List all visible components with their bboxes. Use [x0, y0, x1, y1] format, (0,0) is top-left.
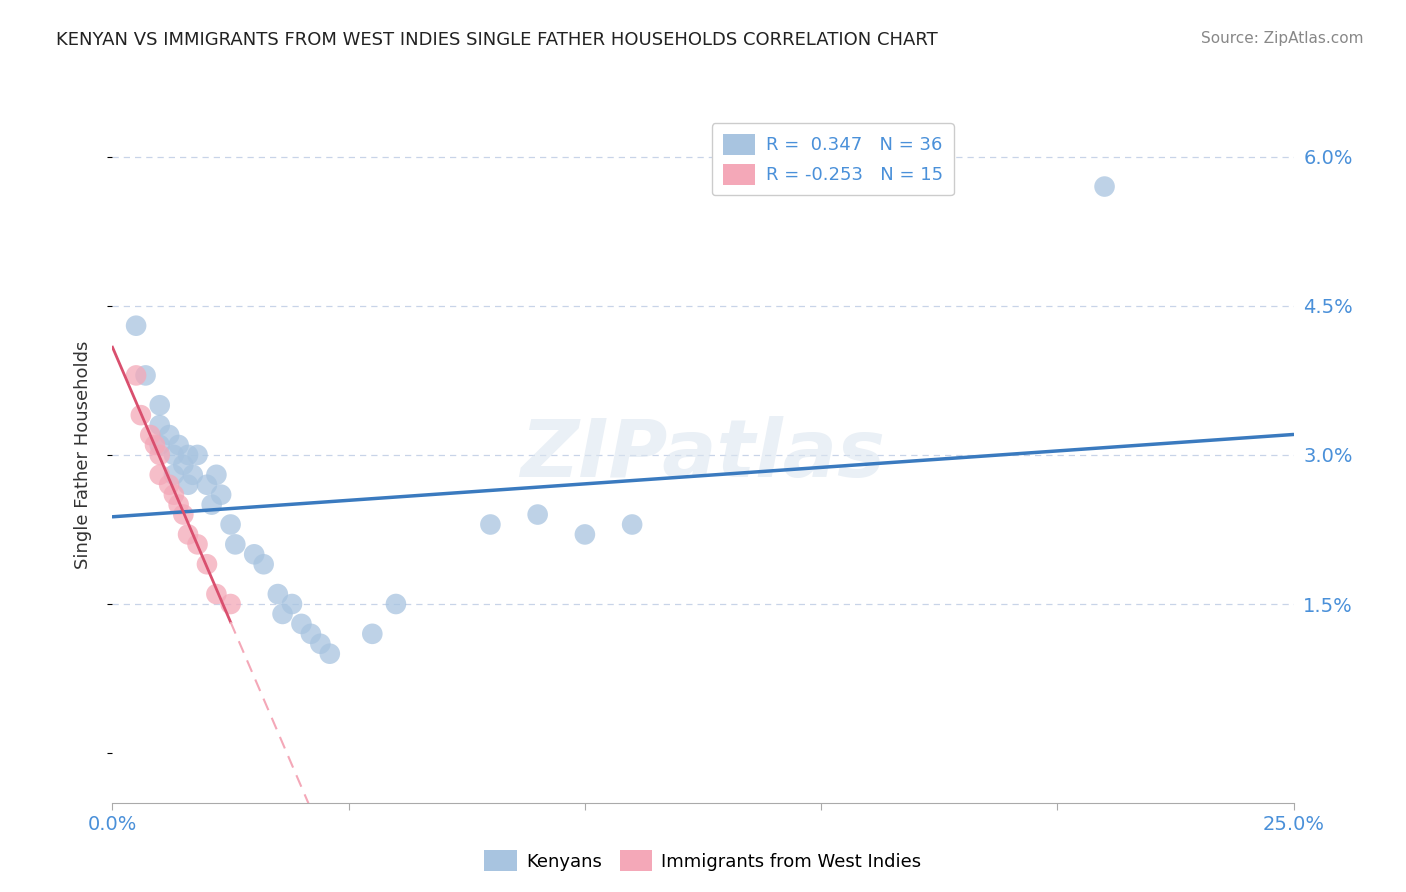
Point — [319, 647, 342, 661]
Point — [290, 616, 312, 631]
Point — [205, 587, 228, 601]
Point — [149, 448, 172, 462]
Text: KENYAN VS IMMIGRANTS FROM WEST INDIES SINGLE FATHER HOUSEHOLDS CORRELATION CHART: KENYAN VS IMMIGRANTS FROM WEST INDIES SI… — [56, 31, 938, 49]
Point — [219, 517, 242, 532]
Point — [163, 467, 186, 482]
Point — [181, 467, 204, 482]
Point — [129, 408, 152, 422]
Point — [163, 448, 186, 462]
Legend: Kenyans, Immigrants from West Indies: Kenyans, Immigrants from West Indies — [477, 843, 929, 879]
Point — [209, 488, 232, 502]
Point — [385, 597, 408, 611]
Legend: R =  0.347   N = 36, R = -0.253   N = 15: R = 0.347 N = 36, R = -0.253 N = 15 — [711, 123, 953, 195]
Point — [125, 318, 148, 333]
Point — [172, 458, 194, 472]
Point — [309, 637, 332, 651]
Point — [139, 428, 162, 442]
Point — [219, 597, 242, 611]
Point — [205, 467, 228, 482]
Point — [243, 547, 266, 561]
Text: Source: ZipAtlas.com: Source: ZipAtlas.com — [1201, 31, 1364, 46]
Point — [163, 488, 186, 502]
Point — [1094, 179, 1116, 194]
Point — [267, 587, 290, 601]
Point — [149, 438, 172, 452]
Point — [167, 498, 190, 512]
Point — [149, 418, 172, 433]
Point — [143, 438, 166, 452]
Y-axis label: Single Father Households: Single Father Households — [73, 341, 91, 569]
Point — [271, 607, 294, 621]
Point — [195, 558, 218, 572]
Text: ZIPatlas: ZIPatlas — [520, 416, 886, 494]
Point — [361, 627, 384, 641]
Point — [281, 597, 304, 611]
Point — [479, 517, 502, 532]
Point — [167, 438, 190, 452]
Point — [186, 537, 208, 551]
Point — [177, 527, 200, 541]
Point — [201, 498, 224, 512]
Point — [135, 368, 157, 383]
Point — [621, 517, 644, 532]
Point — [125, 368, 148, 383]
Point — [299, 627, 322, 641]
Point — [574, 527, 596, 541]
Point — [224, 537, 246, 551]
Point — [157, 428, 180, 442]
Point — [253, 558, 276, 572]
Point — [177, 477, 200, 491]
Point — [149, 467, 172, 482]
Point — [157, 477, 180, 491]
Point — [526, 508, 548, 522]
Point — [195, 477, 218, 491]
Point — [177, 448, 200, 462]
Point — [149, 398, 172, 412]
Point — [172, 508, 194, 522]
Point — [186, 448, 208, 462]
